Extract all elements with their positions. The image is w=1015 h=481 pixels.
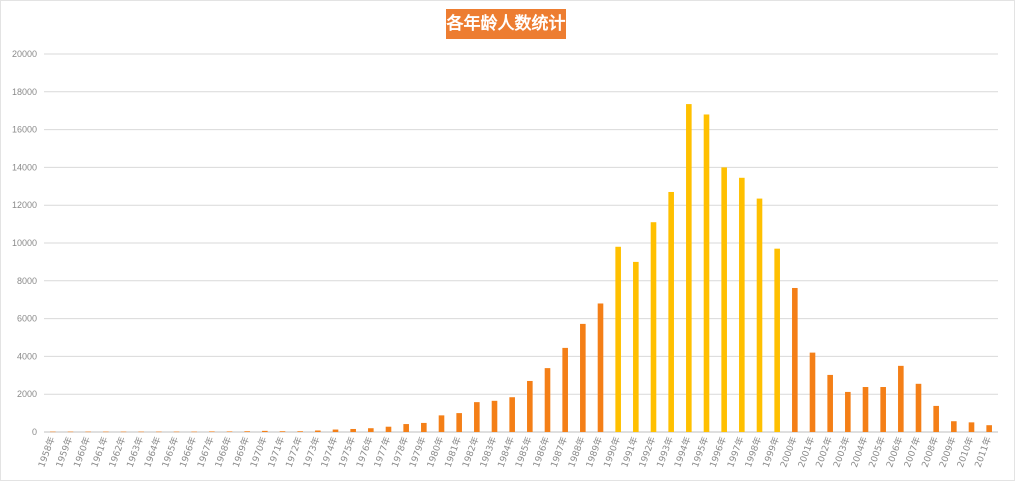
y-tick-label: 12000 (12, 200, 37, 210)
y-tick-label: 16000 (12, 125, 37, 135)
bar (845, 391, 851, 432)
y-tick-label: 18000 (12, 87, 37, 97)
bar (721, 167, 727, 432)
bar (156, 431, 162, 433)
bar (368, 428, 374, 432)
bar (527, 380, 533, 432)
y-tick-label: 8000 (17, 276, 37, 286)
bar (509, 397, 515, 432)
bar (103, 431, 109, 433)
bar (739, 177, 745, 432)
y-tick-label: 6000 (17, 314, 37, 324)
bar (456, 413, 462, 432)
bar (862, 387, 869, 432)
y-tick-label: 20000 (12, 49, 37, 59)
bar (827, 374, 833, 432)
bar (67, 431, 74, 433)
bar (226, 431, 233, 432)
bar (244, 431, 250, 432)
bar (403, 424, 409, 432)
y-tick-label: 10000 (12, 238, 37, 248)
bar (350, 428, 356, 432)
bar (262, 430, 268, 432)
y-tick-label: 2000 (17, 389, 37, 399)
bar (668, 191, 674, 432)
chart-title: 各年龄人数统计 (446, 9, 566, 39)
bar (809, 352, 816, 432)
bar (209, 431, 215, 432)
bar (85, 431, 91, 433)
bar (792, 287, 798, 432)
bar (474, 402, 480, 432)
bar (880, 387, 886, 432)
bar (986, 425, 992, 432)
bar (315, 430, 321, 432)
bar (120, 431, 127, 433)
bar (173, 431, 180, 433)
bar (562, 347, 568, 432)
bar (491, 400, 498, 432)
bar (580, 323, 586, 432)
bar (438, 415, 445, 432)
y-tick-label: 0 (32, 427, 37, 437)
bar (332, 429, 339, 432)
y-tick-label: 4000 (17, 351, 37, 361)
bar (968, 422, 975, 432)
bar (544, 368, 551, 432)
bar (650, 222, 657, 432)
y-tick-label: 14000 (12, 162, 37, 172)
bar (703, 114, 710, 432)
bar (951, 421, 957, 432)
bar (297, 431, 303, 432)
bar (138, 431, 144, 433)
bar (686, 104, 692, 433)
bar (774, 248, 780, 432)
bar (633, 261, 639, 432)
x-tick-label: 1958年 (35, 435, 57, 469)
bar (597, 303, 604, 432)
bar (915, 383, 922, 432)
bar (421, 422, 427, 432)
bar (898, 365, 904, 432)
bar (50, 431, 56, 433)
bar (756, 198, 763, 432)
bar (279, 431, 286, 432)
bar (385, 426, 392, 432)
bar (615, 246, 621, 432)
bar (191, 431, 197, 433)
bar (933, 405, 939, 432)
